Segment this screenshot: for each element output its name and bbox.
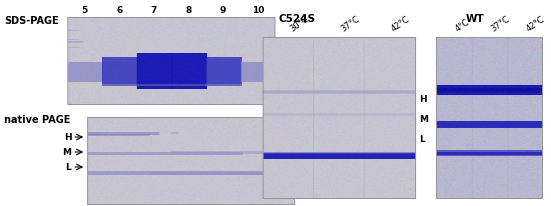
Text: 6: 6 xyxy=(116,6,122,15)
Text: 42°C: 42°C xyxy=(525,15,547,34)
Text: M: M xyxy=(62,148,71,157)
Text: H: H xyxy=(419,95,426,104)
Text: 37°C: 37°C xyxy=(489,15,511,34)
Text: 9: 9 xyxy=(220,6,226,15)
Text: native PAGE: native PAGE xyxy=(4,115,71,124)
Text: 42°C: 42°C xyxy=(390,15,412,34)
Text: 8: 8 xyxy=(185,6,192,15)
Text: 30°C: 30°C xyxy=(288,15,310,34)
Text: 10: 10 xyxy=(252,6,264,15)
Text: 5: 5 xyxy=(82,6,88,15)
Text: 37°C: 37°C xyxy=(339,15,361,34)
Text: 4°C: 4°C xyxy=(453,18,471,34)
Text: SDS-PAGE: SDS-PAGE xyxy=(4,16,58,26)
Text: M: M xyxy=(419,115,428,124)
Text: WT: WT xyxy=(466,14,484,24)
Text: H: H xyxy=(63,133,71,142)
Text: C524S: C524S xyxy=(278,14,315,24)
Text: L: L xyxy=(66,163,71,172)
Text: L: L xyxy=(419,135,424,144)
Text: 7: 7 xyxy=(151,6,157,15)
